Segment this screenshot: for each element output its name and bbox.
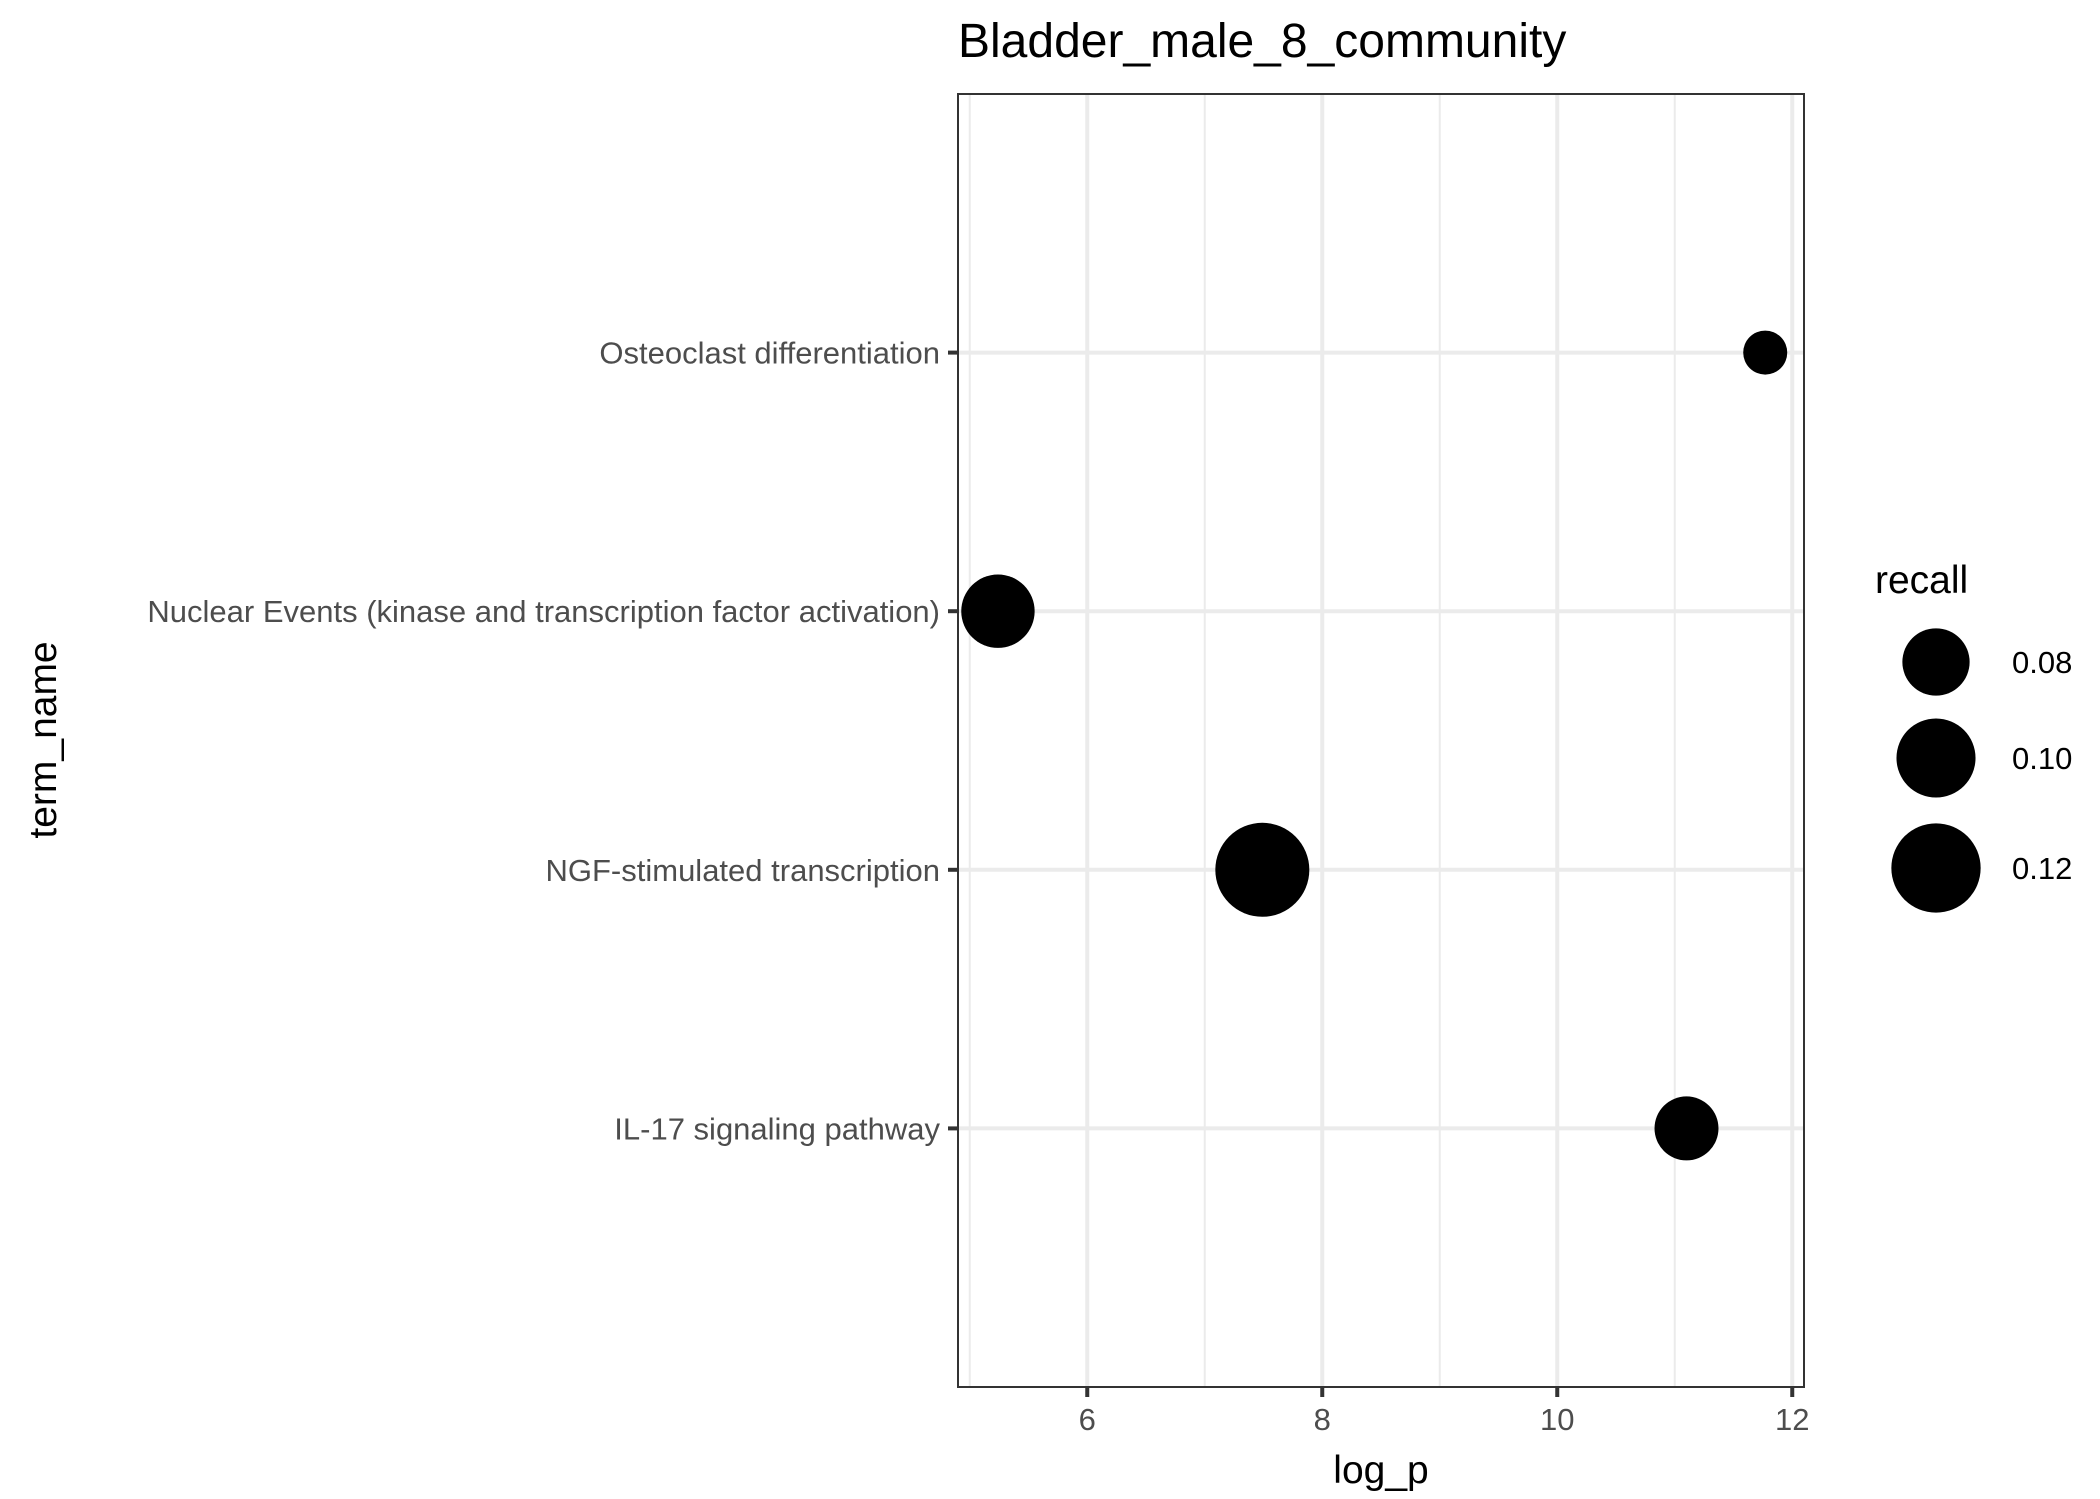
panel-background	[958, 94, 1804, 1387]
legend-key-circle	[1902, 628, 1970, 696]
x-tick-label: 8	[1314, 1402, 1331, 1437]
x-axis-title: log_p	[1333, 1449, 1428, 1492]
data-point	[1654, 1096, 1719, 1161]
size-legend: recall 0.08 0.10 0.12	[1875, 559, 2072, 913]
x-tick-label: 6	[1079, 1402, 1096, 1437]
y-axis-title: term_name	[22, 641, 65, 838]
data-points	[961, 330, 1788, 1161]
panel-border	[957, 93, 1805, 1388]
y-tick-label: Nuclear Events (kinase and transcription…	[147, 594, 940, 629]
x-axis: 6 8 10 12	[1079, 1387, 1809, 1437]
y-tick-label: Osteoclast differentiation	[599, 336, 940, 371]
x-tick-label: 10	[1540, 1402, 1574, 1437]
chart-title: Bladder_male_8_community	[958, 15, 1566, 68]
y-axis: Osteoclast differentiation Nuclear Events…	[147, 336, 958, 1146]
major-gridlines-x	[1085, 94, 1795, 1387]
legend-title: recall	[1875, 559, 1968, 602]
legend-keys: 0.08 0.10 0.12	[1891, 628, 2072, 913]
legend-key-circle	[1891, 823, 1981, 913]
data-point	[1743, 330, 1788, 375]
legend-key-label: 0.10	[2012, 741, 2072, 776]
y-tick-label: NGF-stimulated transcription	[545, 853, 940, 888]
x-tick-label: 12	[1775, 1402, 1809, 1437]
y-tick-label: IL-17 signaling pathway	[614, 1111, 940, 1146]
legend-key-label: 0.12	[2012, 851, 2072, 886]
plot-panel	[957, 93, 1805, 1388]
minor-gridlines	[968, 94, 1676, 1387]
data-point	[961, 574, 1035, 648]
legend-key-circle	[1896, 718, 1976, 798]
legend-key-label: 0.08	[2012, 645, 2072, 680]
data-point	[1215, 822, 1310, 917]
